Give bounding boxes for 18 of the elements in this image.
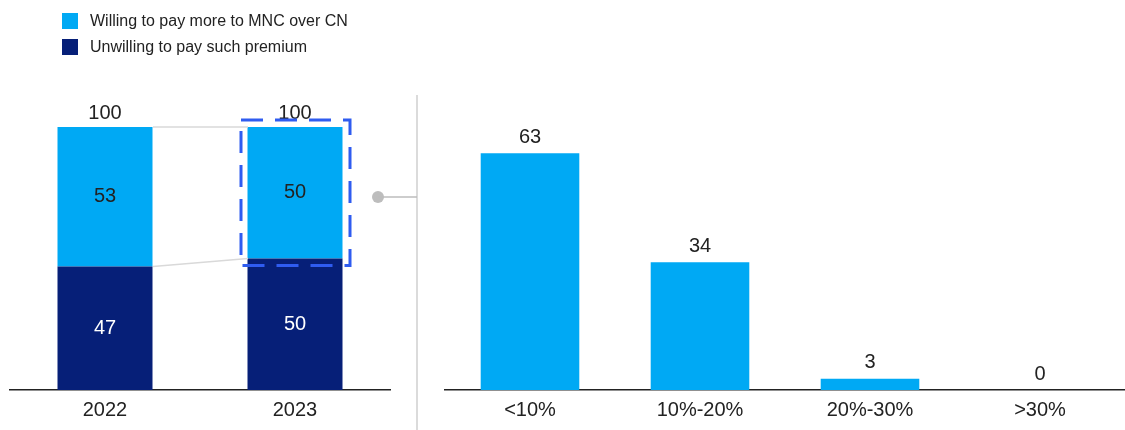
legend-label: Unwilling to pay such premium <box>90 38 307 56</box>
data-label: 53 <box>93 184 117 207</box>
data-label: 50 <box>283 311 307 334</box>
data-label: 47 <box>93 315 117 338</box>
x-tick-label: <10% <box>504 397 557 420</box>
total-label: 100 <box>88 100 122 123</box>
data-label: 3 <box>864 350 876 373</box>
x-tick-label: 20%-30% <box>826 397 914 420</box>
x-tick-label: 10%-20% <box>656 397 744 420</box>
data-label: 0 <box>1034 361 1046 384</box>
legend-label: Willing to pay more to MNC over CN <box>90 12 348 30</box>
total-label: 100 <box>278 100 312 123</box>
x-tick-label: >30% <box>1014 397 1067 420</box>
data-label: 63 <box>518 124 542 147</box>
data-label: 50 <box>283 180 307 203</box>
x-tick-label: 2022 <box>82 397 128 420</box>
data-label: 34 <box>688 233 712 256</box>
x-tick-label: 2023 <box>272 397 318 420</box>
